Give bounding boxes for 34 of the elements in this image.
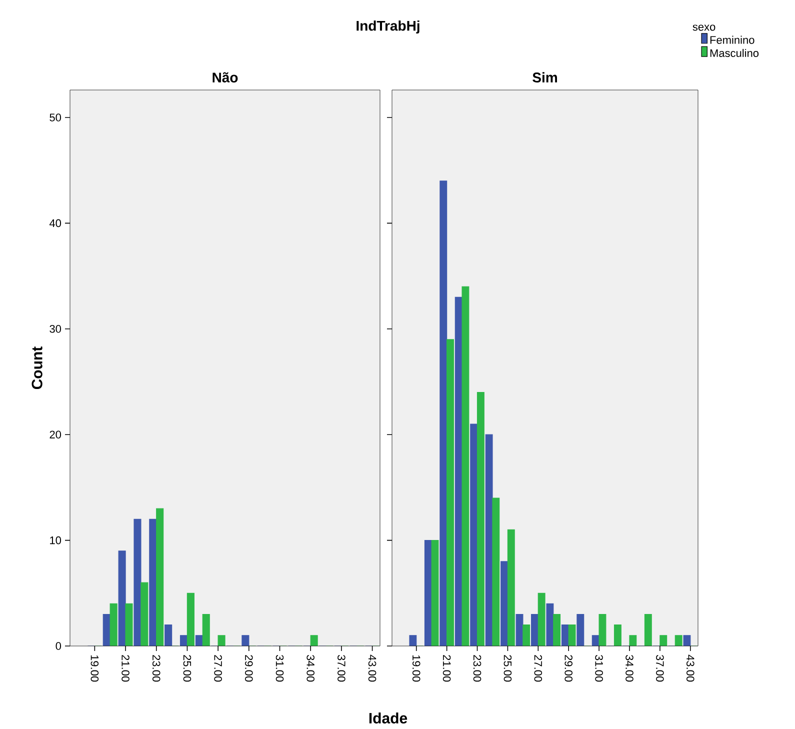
x-tick-label: 25.00: [183, 655, 192, 682]
y-tick-label: 30: [50, 325, 62, 333]
y-axis-title: Count: [32, 346, 42, 390]
chart-title: Sim: [532, 72, 557, 82]
legend-label: Feminino: [710, 36, 754, 44]
x-tick-label: 31.00: [595, 654, 603, 682]
legend-label: Masculino: [710, 48, 759, 58]
y-tick-label: 20: [50, 430, 62, 438]
x-tick-label: 34.00: [626, 654, 634, 682]
x-tick-label: 23.00: [152, 655, 160, 682]
x-tick-label: 34.00: [306, 654, 314, 682]
x-tick-label: 37.00: [338, 654, 346, 682]
legend-title: sexo: [692, 24, 716, 31]
x-tick-label: 43.00: [368, 654, 376, 682]
x-tick-label: 21.00: [442, 655, 451, 682]
x-tick-label: 29.00: [564, 655, 572, 682]
x-axis-title: Idade: [369, 712, 408, 724]
x-tick-label: 37.00: [656, 654, 664, 682]
y-tick-label: 40: [49, 219, 62, 228]
x-tick-label: 29.00: [245, 655, 253, 682]
chart-title: Não: [212, 72, 238, 82]
x-tick-label: 21.00: [122, 655, 130, 682]
x-tick-label: 31.00: [276, 654, 284, 682]
y-tick-label: 10: [50, 536, 62, 544]
x-tick-label: 43.00: [686, 654, 694, 682]
x-tick-label: 27.00: [214, 655, 222, 682]
y-tick-label: 0: [56, 642, 62, 650]
x-tick-label: 25.00: [504, 655, 512, 682]
text: IndTrabHj: [356, 20, 420, 34]
x-tick-label: 27.00: [534, 655, 542, 682]
y-tick-label: 50: [50, 114, 62, 122]
x-tick-label: 19.00: [412, 655, 420, 682]
x-tick-label: 19.00: [90, 655, 99, 682]
x-tick-label: 23.00: [473, 655, 482, 682]
